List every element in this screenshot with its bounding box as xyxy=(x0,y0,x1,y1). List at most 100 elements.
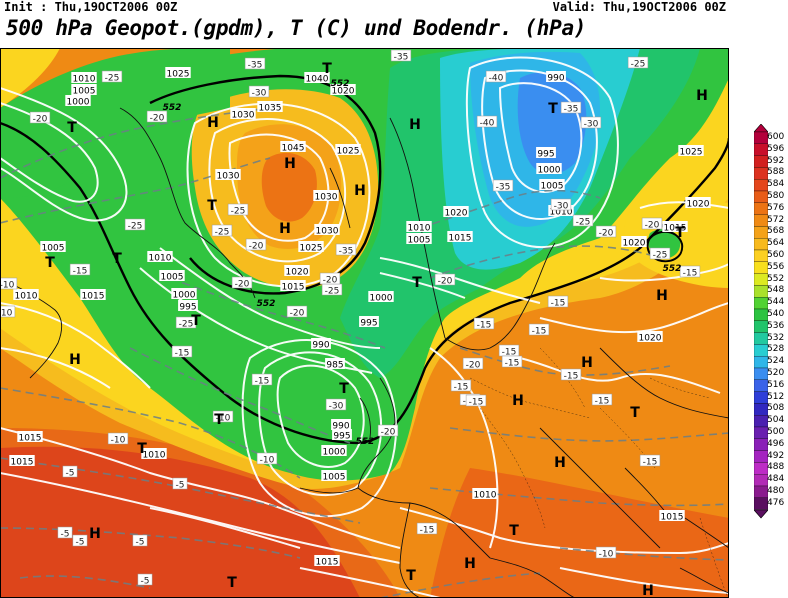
legend-color-box xyxy=(754,415,768,428)
isotherm-label: -15 xyxy=(473,317,495,331)
isotherm-label-bg xyxy=(62,465,78,478)
legend-level-label: 536 xyxy=(767,320,785,331)
isobar-label-text: 1045 xyxy=(282,144,305,154)
legend-color-box xyxy=(754,155,768,168)
isotherm-label: -15 xyxy=(171,345,193,359)
isobar-label: 1010 xyxy=(13,289,39,302)
legend-level-label: 512 xyxy=(767,391,785,402)
geopotential-labels: 552 552 552 552 552 xyxy=(163,79,682,447)
isotherm-label: -25 xyxy=(321,283,343,297)
isotherm-label-bg xyxy=(101,70,123,83)
isotherm-label-text: -25 xyxy=(215,228,230,238)
weather-map: 1010100510001025103010351040104510201025… xyxy=(0,48,729,598)
isobar-label-bg xyxy=(447,231,473,242)
isobar-label-bg xyxy=(314,555,340,566)
isotherm-label-bg xyxy=(251,373,273,386)
isobar-label: 1000 xyxy=(171,288,197,301)
high-pressure-marker: H xyxy=(642,583,654,598)
legend-level-label: 508 xyxy=(767,403,785,414)
legend-color-box xyxy=(754,238,768,251)
isobar-label: 1025 xyxy=(165,67,191,80)
legend-color-box xyxy=(754,391,768,404)
legend-level-label: 580 xyxy=(767,190,785,201)
high-pressure-marker: H xyxy=(207,115,219,131)
isotherm-label: -20 xyxy=(286,305,308,319)
legend-level-label: 588 xyxy=(767,167,785,178)
isotherm-label: -30 xyxy=(325,398,347,412)
isotherm-label-bg xyxy=(416,522,438,535)
field-red-south xyxy=(0,428,400,598)
isotherm-label-bg xyxy=(325,398,347,411)
isobar-label-bg xyxy=(215,169,241,180)
isobar-label-text: 1020 xyxy=(286,268,309,278)
isobar-label: 985 xyxy=(325,358,345,371)
isotherm-label-text: -5 xyxy=(176,481,185,491)
isobar-label-bg xyxy=(539,179,565,190)
isotherm-label: -25 xyxy=(227,203,249,217)
isotherm-label-text: -35 xyxy=(339,247,354,257)
legend-color-box xyxy=(754,356,768,369)
isotherm-label-text: -15 xyxy=(505,359,520,369)
isobar-label: 1025 xyxy=(335,144,361,157)
isotherm-label: -35 xyxy=(390,49,412,63)
isotherm-label-bg xyxy=(547,295,569,308)
isotherm-label-text: -15 xyxy=(73,267,88,277)
isobar-label-bg xyxy=(406,221,432,232)
isotherm-label-text: -15 xyxy=(255,377,270,387)
isotherm-label: -15 xyxy=(547,295,569,309)
legend-color-box xyxy=(754,214,768,227)
isobar-label-bg xyxy=(330,84,356,95)
isobar-label-bg xyxy=(304,72,330,83)
isobar-label: 1015 xyxy=(662,221,688,234)
high-pressure-marker: H xyxy=(512,393,524,409)
isobar-label-bg xyxy=(71,84,97,95)
isobar-label-bg xyxy=(159,270,185,281)
isobar-label-bg xyxy=(178,300,198,311)
legend-top-arrow xyxy=(754,124,768,133)
isotherm-label: -25 xyxy=(124,218,146,232)
legend-color-box xyxy=(754,297,768,310)
legend-color-box xyxy=(754,249,768,262)
legend-level-label: 576 xyxy=(767,202,785,213)
isotherm-label: -5 xyxy=(172,477,188,491)
isobar-label-text: 990 xyxy=(312,341,329,351)
isobar-label-text: 995 xyxy=(333,432,350,442)
isotherm-label-bg xyxy=(175,316,197,329)
low-pressure-marker: T xyxy=(630,405,640,421)
isotherm-label: -20 xyxy=(146,110,168,124)
isotherm-label: -15 xyxy=(465,394,487,408)
isobar-label: 1015 xyxy=(280,280,306,293)
isotherm-label-text: -20 xyxy=(290,309,305,319)
high-pressure-marker: H xyxy=(656,288,668,304)
isobar-label-bg xyxy=(65,95,91,106)
isotherm-label-text: -40 xyxy=(489,74,504,84)
isotherm-label-text: -10 xyxy=(111,436,126,446)
init-time: Init : Thu,19OCT2006 00Z xyxy=(4,0,178,14)
isotherm-label-text: -10 xyxy=(599,550,614,560)
legend-color-box xyxy=(754,190,768,203)
isotherm-label-text: -15 xyxy=(532,327,547,337)
isotherm-label-text: -15 xyxy=(595,397,610,407)
isobar-label-bg xyxy=(80,289,106,300)
isobar-label-bg xyxy=(331,419,351,430)
field-green-lobe xyxy=(0,48,230,198)
isobar-label-text: 1005 xyxy=(42,244,65,254)
isotherm-label: -35 xyxy=(335,243,357,257)
isotherm-label-text: -15 xyxy=(477,321,492,331)
valid-time: Valid: Thu,19OCT2006 00Z xyxy=(552,0,726,14)
isobar-label: 1020 xyxy=(284,265,310,278)
isobar-label: 1015 xyxy=(447,231,473,244)
isotherm-label-bg xyxy=(124,218,146,231)
legend-level-label: 496 xyxy=(767,438,785,449)
isotherm-label-text: -15 xyxy=(683,269,698,279)
legend-color-box xyxy=(754,403,768,416)
low-pressure-marker: T xyxy=(339,381,349,397)
isotherm-label: -20 xyxy=(245,238,267,252)
legend-level-label: 560 xyxy=(767,249,785,260)
legend-color-box xyxy=(754,167,768,180)
isobar-label: 1010 xyxy=(406,221,432,234)
low-pressure-marker: T xyxy=(675,225,685,241)
isobar-label-bg xyxy=(230,108,256,119)
legend-color-box xyxy=(754,438,768,451)
isotherm-label-bg xyxy=(227,203,249,216)
